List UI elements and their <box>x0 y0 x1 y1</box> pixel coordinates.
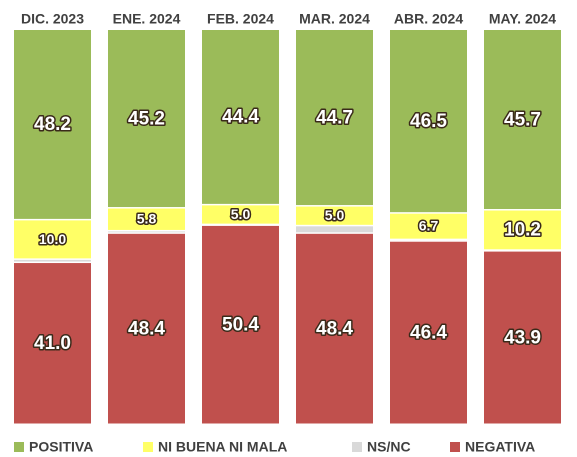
bar-segment <box>108 208 185 230</box>
data-label: 10.0 <box>39 231 66 247</box>
legend-swatch <box>352 442 362 452</box>
data-label: 46.4 <box>410 322 447 343</box>
x-tick-label: DIC. 2023 <box>21 11 84 27</box>
bar-segment <box>14 263 91 424</box>
bar-segment <box>296 226 373 233</box>
data-label: 46.5 <box>410 111 447 132</box>
data-label: 48.2 <box>34 114 71 135</box>
data-label: 5.0 <box>325 207 345 223</box>
bar-segment <box>14 220 91 259</box>
data-label: 50.4 <box>222 314 259 335</box>
data-label: 6.7 <box>419 218 439 234</box>
bar-segment <box>14 30 91 219</box>
x-tick-label: ENE. 2024 <box>113 11 181 27</box>
bar-segment <box>484 210 561 250</box>
bar-segment <box>202 225 279 424</box>
data-label: 5.8 <box>137 211 157 227</box>
bar-segment <box>108 30 185 208</box>
bar-segment <box>108 231 185 233</box>
bar-segment <box>202 30 279 204</box>
x-tick-label: MAR. 2024 <box>299 11 370 27</box>
legend-label: POSITIVA <box>29 439 93 455</box>
x-tick-label: FEB. 2024 <box>207 11 274 27</box>
data-label: 45.7 <box>504 109 541 130</box>
bar-segment <box>390 30 467 213</box>
bar-segment <box>202 205 279 224</box>
legend-label: NS/NC <box>367 439 411 455</box>
bar-segment <box>108 233 185 424</box>
bar-segment <box>14 259 91 262</box>
bar-segment <box>484 251 561 424</box>
x-tick-label: MAY. 2024 <box>489 11 556 27</box>
bar-segment <box>296 233 373 424</box>
data-label: 44.7 <box>316 107 353 128</box>
data-label: 48.4 <box>128 318 165 339</box>
bar-segment <box>390 213 467 239</box>
legend-swatch <box>143 442 153 452</box>
x-tick-label: ABR. 2024 <box>394 11 463 27</box>
data-label: 45.2 <box>128 108 165 129</box>
data-label: 43.9 <box>504 327 541 348</box>
bar-segment <box>484 30 561 210</box>
data-label: 5.0 <box>231 206 251 222</box>
legend-label: NEGATIVA <box>465 439 535 455</box>
data-label: 44.4 <box>222 107 259 128</box>
data-label: 48.4 <box>316 318 353 339</box>
legend-swatch <box>14 442 24 452</box>
legend-swatch <box>450 442 460 452</box>
legend-label: NI BUENA NI MALA <box>158 439 287 455</box>
data-label: 41.0 <box>34 333 71 354</box>
bar-segment <box>296 30 373 206</box>
data-label: 10.2 <box>504 220 541 241</box>
bar-segment <box>390 241 467 424</box>
bar-segment <box>296 206 373 225</box>
